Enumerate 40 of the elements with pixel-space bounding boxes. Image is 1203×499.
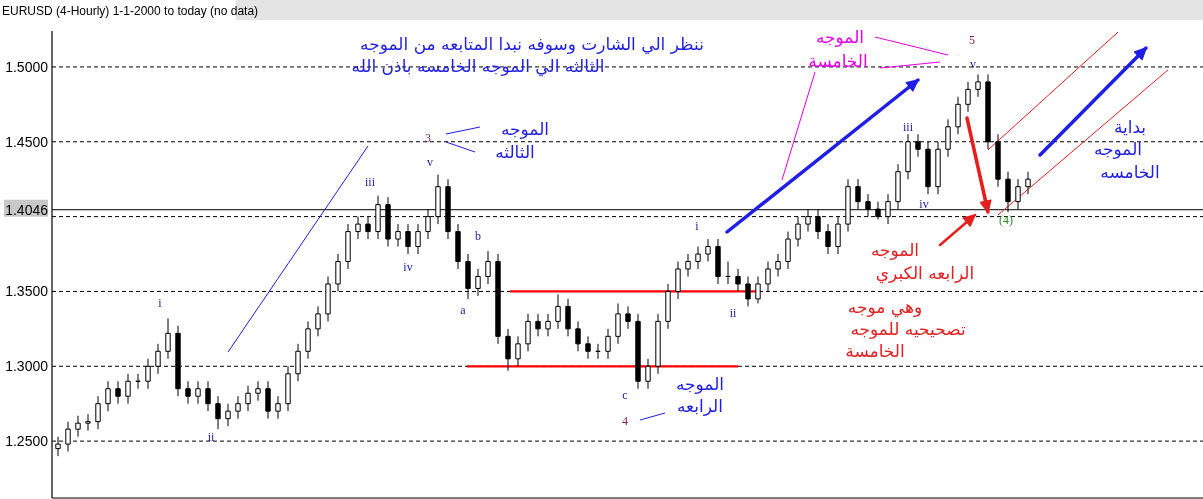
annotation: a bbox=[460, 303, 467, 317]
annotation: 4 bbox=[622, 414, 628, 428]
annotation: 5 bbox=[969, 33, 975, 47]
annotation: الموجه bbox=[500, 119, 550, 139]
y-tick-label: 1.3500 bbox=[5, 283, 49, 300]
annotation: الرابعه الكبري bbox=[875, 263, 975, 284]
y-tick-label: 1.2500 bbox=[5, 433, 49, 450]
annotation: iii bbox=[902, 120, 914, 134]
annotation: الموجه bbox=[815, 27, 865, 47]
y-tick-label: 1.5000 bbox=[5, 58, 49, 75]
annotation: iii bbox=[364, 175, 376, 189]
annotation: ننظر الي الشارت وسوفه نبدا المتابعه من الموجه bbox=[360, 34, 704, 55]
annotation: الخامسه bbox=[1100, 162, 1160, 182]
annotation: تصحيحيه للموجه bbox=[850, 319, 966, 339]
annotation: 3 bbox=[425, 131, 431, 145]
annotation: الموجه bbox=[870, 240, 920, 260]
annotation: v bbox=[970, 57, 976, 71]
y-tick-label: 1.3000 bbox=[5, 358, 49, 375]
annotation: c bbox=[622, 388, 628, 402]
annotation: ii bbox=[729, 306, 737, 320]
annotation: i bbox=[695, 219, 700, 233]
annotation: الموجه bbox=[1093, 139, 1143, 159]
annotation: الخامسة bbox=[808, 51, 868, 71]
annotation: b bbox=[475, 229, 481, 243]
chart-title: EURUSD (4-Hourly) 1-1-2000 to today (no data) bbox=[2, 4, 259, 18]
annotation: الموجه bbox=[675, 374, 725, 394]
annotation: i bbox=[158, 296, 163, 310]
annotation: بداية bbox=[1113, 117, 1147, 137]
ref-line-label: 1.4046 bbox=[5, 201, 49, 218]
annotation: ii bbox=[207, 430, 215, 444]
annotation: iv bbox=[403, 260, 413, 274]
annotation: v bbox=[427, 155, 433, 169]
annotation: الرابعه bbox=[676, 396, 724, 416]
annotation: الثالثه bbox=[495, 142, 535, 162]
annotation: الخامسة bbox=[845, 341, 905, 361]
y-tick-label: 1.4500 bbox=[5, 133, 49, 150]
annotation: وهي موجه bbox=[847, 297, 923, 318]
annotation: الثالثه الي الموجه الخامسه باذن الله bbox=[351, 56, 605, 77]
annotation: iv bbox=[919, 197, 929, 211]
annotation: (4) bbox=[999, 213, 1013, 227]
